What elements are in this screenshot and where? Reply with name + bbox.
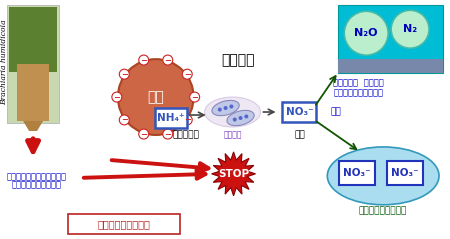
Polygon shape (212, 152, 256, 196)
Text: −: − (140, 55, 147, 65)
Text: NO₃⁻: NO₃⁻ (343, 168, 371, 178)
Circle shape (139, 55, 148, 65)
Circle shape (182, 69, 192, 79)
Circle shape (230, 104, 234, 109)
Circle shape (244, 114, 248, 119)
Ellipse shape (327, 147, 439, 205)
Circle shape (218, 108, 222, 112)
Text: NO₃⁻: NO₃⁻ (286, 107, 313, 117)
Text: 土壌: 土壌 (148, 90, 164, 104)
Text: N₂: N₂ (403, 24, 417, 34)
Text: 根から确化抑制物質の放出: 根から确化抑制物質の放出 (7, 172, 67, 181)
Ellipse shape (205, 97, 261, 127)
FancyBboxPatch shape (339, 161, 375, 185)
Circle shape (139, 129, 148, 139)
Circle shape (238, 116, 243, 120)
Circle shape (119, 69, 129, 79)
Text: NO₃⁻: NO₃⁻ (392, 168, 419, 178)
Text: 生物的确化抑制作用: 生物的确化抑制作用 (97, 219, 150, 229)
Text: （ブラキアラクトン）: （ブラキアラクトン） (12, 181, 62, 190)
Text: Brachiaria humidicola: Brachiaria humidicola (0, 19, 8, 105)
Circle shape (163, 55, 173, 65)
Text: 流亡: 流亡 (330, 107, 341, 116)
FancyBboxPatch shape (283, 102, 316, 122)
Text: −: − (121, 115, 128, 125)
FancyBboxPatch shape (9, 7, 57, 72)
Text: −: − (191, 92, 198, 102)
Text: NH₄⁺: NH₄⁺ (157, 113, 184, 123)
Circle shape (182, 115, 192, 125)
Circle shape (391, 10, 429, 48)
Circle shape (119, 115, 129, 125)
Circle shape (344, 11, 388, 55)
Polygon shape (23, 121, 43, 131)
Circle shape (163, 129, 173, 139)
Text: アンモニア: アンモニア (172, 130, 199, 140)
Text: 确化細菌: 确化細菌 (223, 130, 242, 140)
FancyBboxPatch shape (155, 108, 187, 128)
Circle shape (224, 106, 228, 110)
Text: −: − (140, 130, 147, 139)
Text: ガスとして大気へ放出: ガスとして大気へ放出 (333, 88, 383, 97)
Text: 亜酸化窒素  窒素ガス: 亜酸化窒素 窒素ガス (333, 78, 384, 87)
Ellipse shape (212, 100, 239, 116)
Text: −: − (164, 55, 171, 65)
Circle shape (112, 92, 122, 102)
Text: 确酸: 确酸 (294, 130, 305, 140)
Circle shape (233, 118, 237, 122)
Text: −: − (184, 70, 191, 79)
FancyBboxPatch shape (7, 5, 59, 123)
Text: −: − (164, 130, 171, 139)
FancyBboxPatch shape (338, 5, 443, 73)
Text: 地下水や河川の汚染: 地下水や河川の汚染 (359, 207, 407, 216)
Ellipse shape (227, 110, 254, 126)
Text: N₂O: N₂O (355, 28, 378, 38)
Circle shape (118, 59, 194, 135)
Text: −: − (184, 115, 191, 125)
FancyBboxPatch shape (387, 161, 423, 185)
FancyBboxPatch shape (17, 64, 49, 121)
FancyBboxPatch shape (68, 214, 180, 234)
Text: −: − (121, 70, 128, 79)
Text: −: − (113, 92, 120, 102)
Text: STOP: STOP (218, 169, 249, 179)
Circle shape (189, 92, 200, 102)
FancyBboxPatch shape (338, 59, 443, 73)
Text: 确化作用: 确化作用 (221, 53, 254, 67)
